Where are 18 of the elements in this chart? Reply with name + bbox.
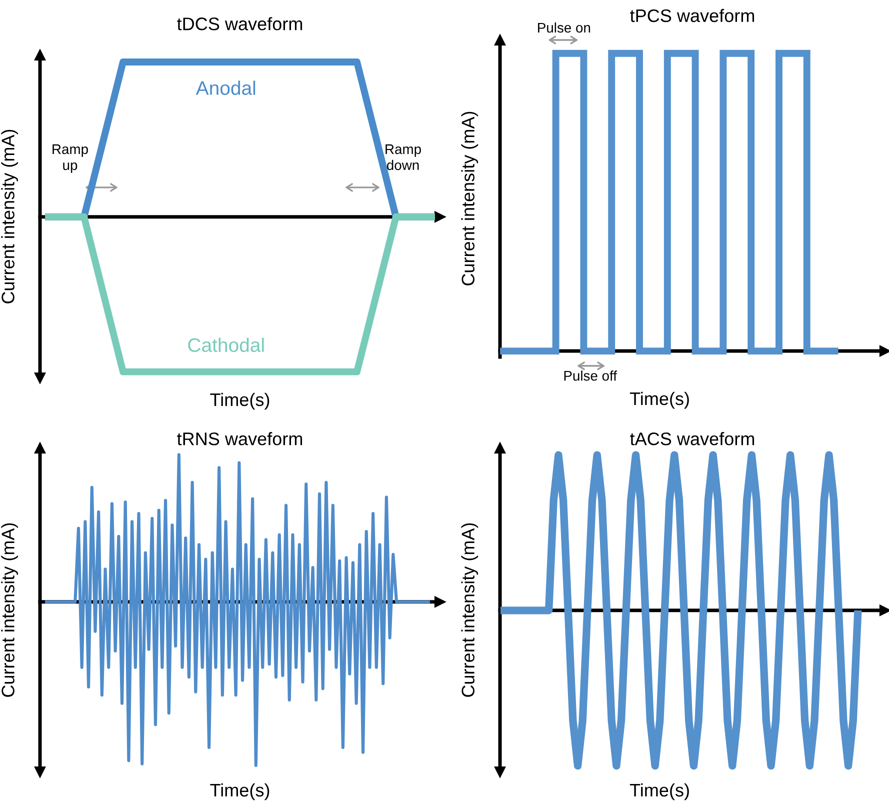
y-axis-title: Current intensity (mA) bbox=[1, 523, 18, 697]
chart-title: tDCS waveform bbox=[177, 17, 302, 30]
y-axis-title: Current intensity (mA) bbox=[1, 130, 18, 304]
chart-title: tRNS waveform bbox=[177, 432, 302, 446]
x-axis-title: Time(s) bbox=[210, 392, 270, 410]
chart-title: tACS waveform bbox=[630, 432, 754, 446]
x-axis-title: Time(s) bbox=[630, 392, 689, 409]
text: Pulse off bbox=[564, 370, 618, 381]
annotation: Ramp up bbox=[52, 144, 88, 173]
chart-title: tPCS waveform bbox=[630, 8, 754, 22]
x-axis-title: Time(s) bbox=[210, 783, 270, 800]
y-axis-title: Current intensity (mA) bbox=[461, 523, 478, 697]
text: Pulse on bbox=[538, 22, 590, 33]
y-axis-title: Current intensity (mA) bbox=[461, 112, 478, 286]
annotation: Ramp down bbox=[386, 144, 421, 170]
series-label: Cathodal bbox=[188, 338, 264, 352]
series-label: Anodal bbox=[196, 80, 256, 95]
x-axis-title: Time(s) bbox=[630, 783, 689, 800]
